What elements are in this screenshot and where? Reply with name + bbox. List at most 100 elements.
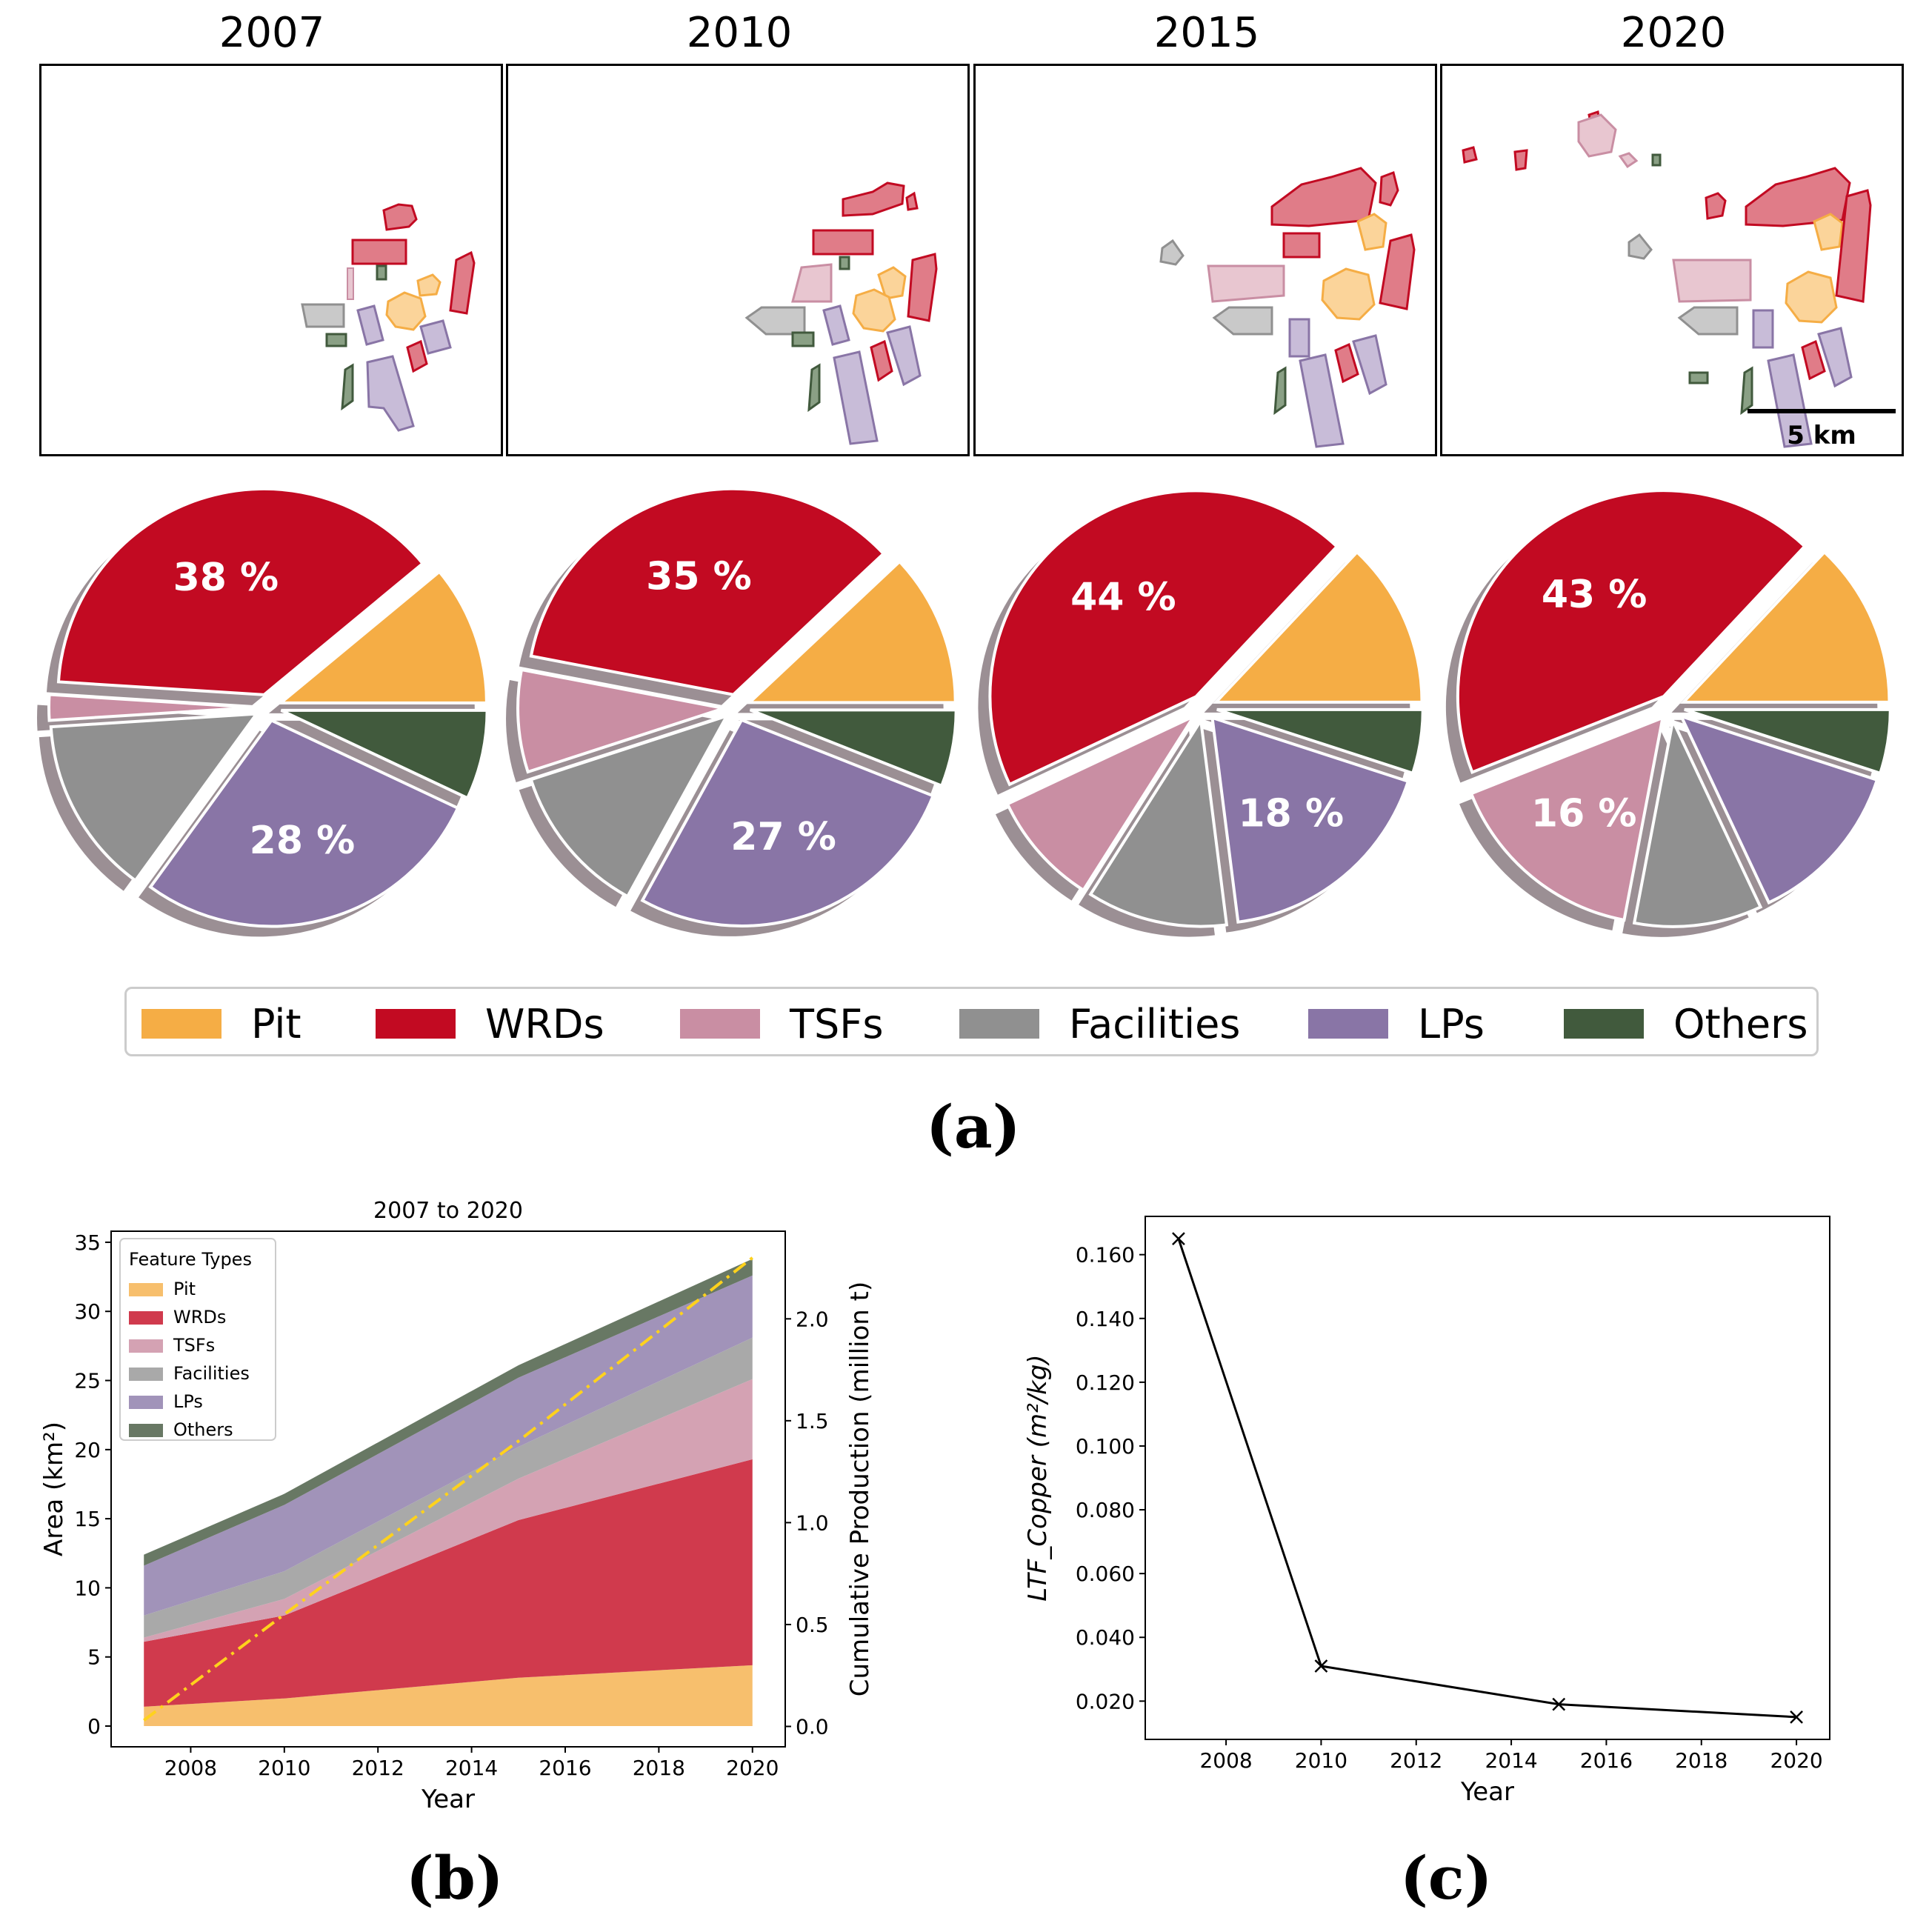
year-title-2020: 2020 bbox=[1620, 9, 1727, 57]
pit-shape bbox=[385, 291, 427, 331]
wrd-shape bbox=[1801, 339, 1826, 381]
legend-label-wrds: WRDs bbox=[485, 1000, 604, 1047]
legend-swatch-lps bbox=[1308, 1009, 1388, 1039]
y-tick-label-30: 30 bbox=[74, 1299, 101, 1324]
area-legend: Feature Types Pit WRDs TSFs Facilities LPs Oth… bbox=[119, 1238, 276, 1441]
others-shape bbox=[839, 256, 850, 270]
year-title-2010: 2010 bbox=[686, 9, 793, 57]
ltf-y-tick-label-0-160: 0.160 bbox=[1076, 1243, 1135, 1268]
area-plot-frame bbox=[110, 1230, 786, 1748]
x-tick-label-2008: 2008 bbox=[164, 1756, 217, 1780]
area-legend-label-wrds: WRDs bbox=[173, 1307, 226, 1328]
x-tick-label-2014: 2014 bbox=[445, 1756, 498, 1780]
wrd-shape bbox=[1379, 233, 1416, 310]
ltf-chart: 2008 2010 2012 2014 2016 2018 2020 0.020 0.040 0.… bbox=[1023, 1216, 1830, 1807]
wrd-shape bbox=[812, 229, 874, 256]
tsf-shape bbox=[347, 267, 354, 300]
others-shape bbox=[325, 333, 347, 347]
ltf-x-tick-label-2010: 2010 bbox=[1295, 1748, 1347, 1773]
wrd-shape bbox=[1462, 146, 1478, 164]
others-shape bbox=[376, 264, 387, 281]
ltf-x-tick-label-2012: 2012 bbox=[1390, 1748, 1442, 1773]
map-panel-2007 bbox=[39, 64, 503, 456]
pie-label-lps: 28 % bbox=[250, 819, 356, 863]
facility-shape bbox=[1628, 233, 1653, 260]
x-tick-label-2018: 2018 bbox=[633, 1756, 685, 1780]
y-right-tick-label-0-5: 0.5 bbox=[796, 1613, 829, 1637]
y-tick-label-35: 35 bbox=[74, 1230, 101, 1255]
pie-wedge-wrds bbox=[529, 487, 886, 696]
pie-label-tsfs: 16 % bbox=[1531, 791, 1637, 836]
legend-label-lps: LPs bbox=[1418, 1000, 1485, 1047]
pie-label-lps: 18 % bbox=[1239, 791, 1345, 836]
area-legend-label-pit: Pit bbox=[173, 1279, 196, 1299]
pie-wedge-tsfs bbox=[47, 693, 256, 722]
pie-wedge-pit bbox=[745, 559, 957, 704]
legend-item-others: Others bbox=[1564, 989, 1808, 1059]
pie-wedge-others bbox=[749, 708, 958, 788]
others-shape bbox=[1740, 366, 1753, 416]
lp-shape bbox=[1752, 309, 1774, 349]
pie-wedge-pit bbox=[1679, 550, 1891, 704]
pie-label-lps: 27 % bbox=[730, 815, 836, 859]
legend-label-tsfs: TSFs bbox=[790, 1000, 884, 1047]
legend-item-facilities: Facilities bbox=[959, 989, 1240, 1059]
pie-wedge-facilities bbox=[529, 713, 730, 899]
pie-wedge-others bbox=[1684, 707, 1892, 776]
pie-label-wrds: 38 % bbox=[173, 556, 279, 600]
pit-shape bbox=[852, 288, 896, 333]
map-2010 bbox=[744, 181, 938, 445]
ltf-y-tick-label-0-080: 0.080 bbox=[1076, 1498, 1135, 1522]
wrd-shape bbox=[1835, 189, 1872, 303]
area-legend-swatch-pit bbox=[129, 1283, 163, 1296]
others-shape bbox=[791, 331, 815, 347]
y-tick-label-0: 0 bbox=[87, 1714, 101, 1739]
map-panel-2010 bbox=[506, 64, 970, 456]
panel-label-b: (b) bbox=[406, 1843, 504, 1913]
lp-shape bbox=[833, 350, 879, 445]
pit-shape bbox=[1813, 213, 1844, 251]
others-shape bbox=[1688, 371, 1709, 384]
others-shape bbox=[807, 363, 821, 413]
legend-item-wrds: WRDs bbox=[376, 989, 604, 1059]
legend-item-tsfs: TSFs bbox=[680, 989, 883, 1059]
area-legend-title: Feature Types bbox=[129, 1249, 252, 1270]
ltf-x-tick-label-2020: 2020 bbox=[1770, 1748, 1822, 1773]
others-shape bbox=[1273, 366, 1287, 416]
pit-shape bbox=[1321, 267, 1376, 321]
ltf-y-tick-label-0-120: 0.120 bbox=[1076, 1370, 1135, 1395]
lp-shape bbox=[1288, 318, 1310, 358]
legend-label-others: Others bbox=[1673, 1000, 1808, 1047]
ltf-y-tick-label-0-140: 0.140 bbox=[1076, 1307, 1135, 1331]
others-shape bbox=[1651, 153, 1662, 167]
facility-shape bbox=[1159, 239, 1185, 266]
legend-swatch-tsfs bbox=[680, 1009, 760, 1039]
x-tick-label-2012: 2012 bbox=[352, 1756, 404, 1780]
ltf-y-tick-label-0-040: 0.040 bbox=[1076, 1625, 1135, 1650]
tsf-shape bbox=[1672, 259, 1752, 303]
panel-label-c: (c) bbox=[1400, 1843, 1493, 1913]
lp-shape bbox=[1352, 334, 1387, 396]
legend-label-pit: Pit bbox=[251, 1000, 301, 1047]
wrd-shape bbox=[1745, 167, 1851, 227]
wrd-shape bbox=[351, 239, 407, 265]
panel-label-a: (a) bbox=[926, 1092, 1021, 1162]
area-y-right-axis-label: Cumulative Production (million t) bbox=[845, 1282, 875, 1697]
map-2015 bbox=[1159, 167, 1416, 448]
ltf-y-tick-label-0-060: 0.060 bbox=[1076, 1562, 1135, 1586]
lp-shape bbox=[822, 304, 850, 346]
production-line bbox=[143, 1256, 753, 1722]
facility-shape bbox=[744, 306, 806, 336]
wrd-shape bbox=[870, 339, 893, 382]
ltf-marker-2010 bbox=[1314, 1659, 1328, 1673]
wrd-shape bbox=[1705, 192, 1727, 220]
area-chart-title: 2007 to 2020 bbox=[373, 1198, 523, 1224]
legend-swatch-others bbox=[1564, 1009, 1644, 1039]
pie-wedge-wrds bbox=[1456, 489, 1808, 775]
pit-shape bbox=[1356, 213, 1387, 251]
pie-label-wrds: 44 % bbox=[1070, 575, 1176, 619]
area-lps bbox=[144, 1275, 753, 1616]
lp-shape bbox=[1817, 327, 1853, 388]
wrd-shape bbox=[406, 339, 428, 373]
pie-wedge-pit bbox=[276, 569, 488, 704]
